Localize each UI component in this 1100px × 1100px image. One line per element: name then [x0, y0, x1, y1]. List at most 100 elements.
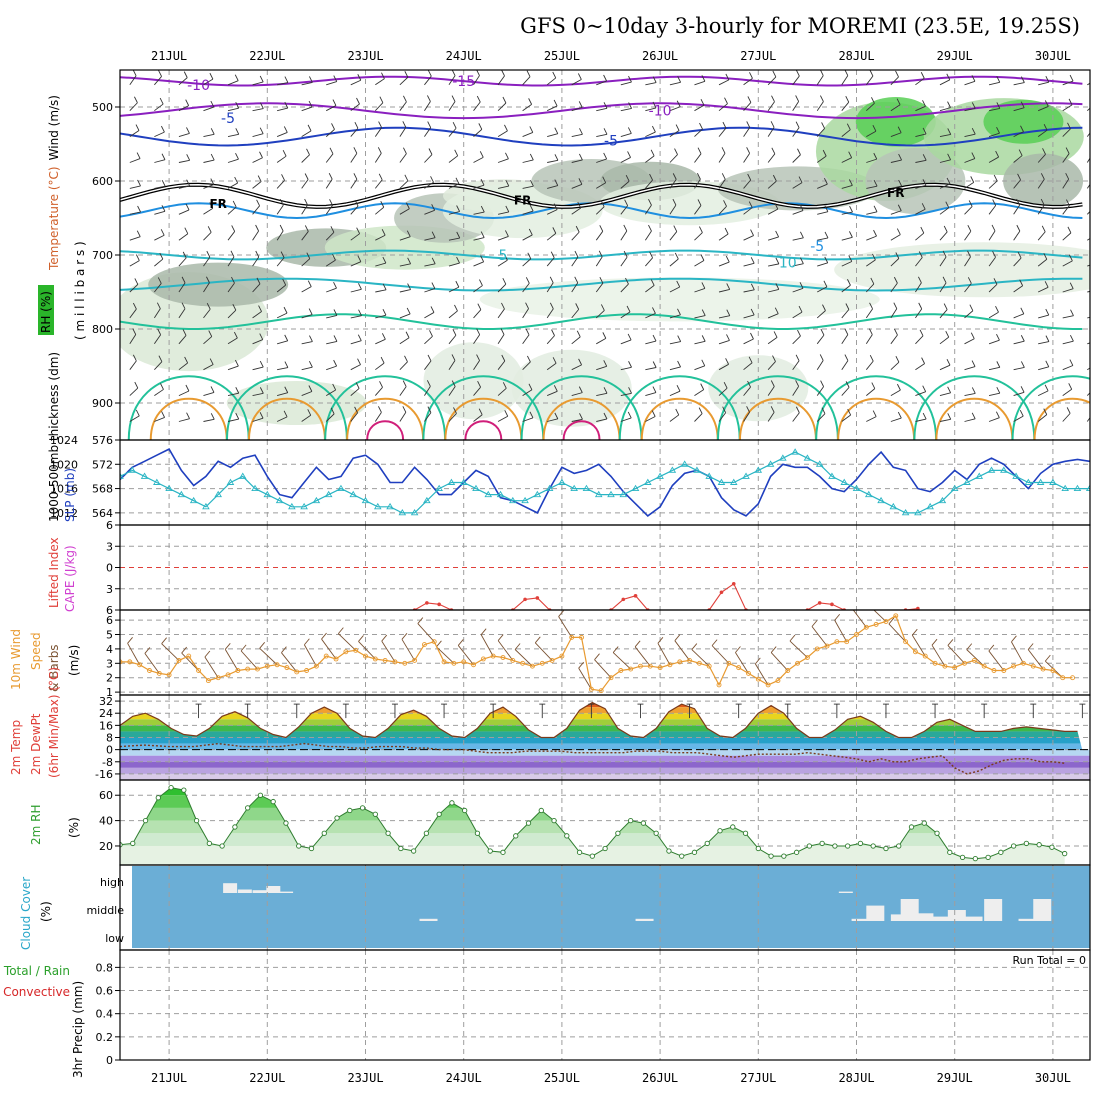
upper-wind-barb-flag — [845, 95, 850, 103]
upper-wind-barb-flag — [945, 330, 950, 338]
upper-wind-barb — [252, 230, 259, 241]
rh2m-point — [462, 807, 468, 814]
wind10m-speed-point — [176, 657, 182, 663]
temperature-band — [120, 731, 1090, 738]
upper-wind-barb — [276, 204, 284, 215]
upper-wind-barb-flag — [502, 382, 507, 389]
wind10m-speed-point — [795, 660, 801, 666]
upper-wind-barb-flag — [848, 255, 853, 262]
wind10m-speed-point — [981, 663, 987, 669]
upper-wind-barb-flag — [1089, 147, 1090, 148]
upper-wind-barb — [694, 153, 702, 163]
middle-cloud-bar — [915, 913, 934, 921]
upper-wind-barb-flag — [1066, 199, 1070, 206]
wind10m-barb — [931, 644, 946, 667]
upper-wind-barb — [129, 284, 139, 293]
upper-wind-barb-flag — [186, 412, 190, 419]
upper-wind-barb — [595, 256, 603, 267]
wind10m-speed-point — [912, 649, 918, 655]
upper-wind-barb — [129, 130, 140, 137]
wind10m-speed-point — [520, 660, 526, 666]
upper-wind-barb-flag — [356, 227, 361, 234]
upper-wind-barb-flag — [161, 180, 166, 187]
rh2m-point — [385, 830, 391, 836]
rh2m-point — [525, 820, 532, 826]
upper-wind-barb — [301, 179, 309, 189]
upper-wind-barb-flag — [330, 407, 335, 415]
upper-wind-barb-flag — [234, 74, 239, 81]
upper-wind-barb-flag — [357, 74, 362, 81]
wind10m-speed-point — [962, 660, 967, 666]
upper-wind-barb-flag — [554, 154, 559, 161]
upper-wind-barb — [325, 259, 336, 267]
wind10m-barb — [966, 649, 985, 667]
upper-wind-barb-flag — [1067, 226, 1072, 234]
upper-wind-barb — [841, 284, 851, 293]
upper-wind-barb — [129, 387, 139, 396]
upper-wind-barb-flag — [701, 359, 706, 367]
wind10m-barb — [436, 646, 455, 664]
upper-wind-barb-flag — [918, 251, 923, 258]
upper-wind-barb-flag — [723, 381, 728, 389]
rh2m-point — [155, 795, 161, 801]
diurnal-isotherm — [324, 375, 447, 440]
wind10m-barb-flag — [161, 637, 167, 644]
upper-wind-barb — [178, 308, 186, 319]
upper-wind-barb — [497, 283, 507, 293]
wind10m-speed-point — [225, 672, 231, 678]
upper-wind-barb-flag — [379, 96, 384, 103]
upper-wind-barb — [227, 282, 235, 293]
lifted-index-label: Lifted Index — [47, 537, 61, 608]
upper-wind-barb — [424, 101, 431, 111]
thickness-tick-label: 564 — [92, 507, 113, 520]
upper-wind-barb-flag — [549, 302, 554, 309]
rh2m-point — [793, 849, 800, 855]
wind10m-speed-point — [1030, 663, 1036, 669]
high-cloud-bar — [279, 891, 294, 893]
wind10m-speed-point — [873, 621, 879, 627]
thickness-marker — [791, 448, 799, 455]
upper-wind-barb — [424, 335, 433, 345]
rh2m-point — [832, 843, 838, 849]
wind10m-speed-point — [245, 666, 251, 672]
upper-wind-barb-flag — [404, 174, 409, 182]
upper-wind-barb — [154, 361, 163, 371]
upper-wind-barb-flag — [922, 127, 927, 135]
upper-wind-barb — [522, 417, 534, 422]
thickness-marker — [582, 484, 591, 492]
upper-wind-barb-flag — [1070, 335, 1074, 342]
slp-tick-label: 1020 — [50, 458, 78, 471]
upper-wind-barb — [767, 101, 775, 111]
isotherm-value-label: -15 — [452, 74, 475, 90]
wind10m-barb-flag — [338, 627, 344, 634]
upper-wind-barb — [768, 288, 779, 293]
wind10m-barb — [480, 634, 494, 657]
wind10m-barb-flag — [911, 628, 918, 636]
isotherm-value-label: 5 — [499, 248, 508, 264]
upper-wind-barb — [620, 230, 628, 241]
temperature-label: Temperature (°C) — [47, 166, 61, 271]
upper-wind-barb — [890, 185, 902, 189]
wind10m-speed-point — [667, 662, 673, 668]
upper-wind-barb-flag — [235, 412, 240, 420]
upper-wind-barb-flag — [281, 174, 285, 181]
lifted-index-line — [610, 595, 649, 610]
upper-wind-barb-flag — [947, 101, 951, 108]
rh2m-point — [704, 840, 710, 847]
upper-wind-barb-flag — [405, 202, 410, 209]
upper-wind-barb-flag — [722, 121, 727, 129]
wind10m-speed-point — [412, 657, 418, 663]
temp-tick-label: -16 — [95, 768, 113, 781]
upper-wind-barb — [718, 261, 730, 267]
upper-wind-barb — [964, 256, 971, 267]
upper-wind-barb-flag — [600, 200, 605, 207]
upper-wind-barb-flag — [502, 278, 507, 285]
wind10m-speed-point — [716, 682, 722, 688]
upper-wind-barb — [964, 80, 976, 86]
wind10m-barb — [303, 644, 317, 667]
upper-wind-barb-flag — [157, 328, 162, 335]
upper-wind-barb-flag — [405, 331, 410, 338]
upper-wind-barb-flag — [451, 70, 456, 76]
thickness-marker — [631, 484, 640, 492]
